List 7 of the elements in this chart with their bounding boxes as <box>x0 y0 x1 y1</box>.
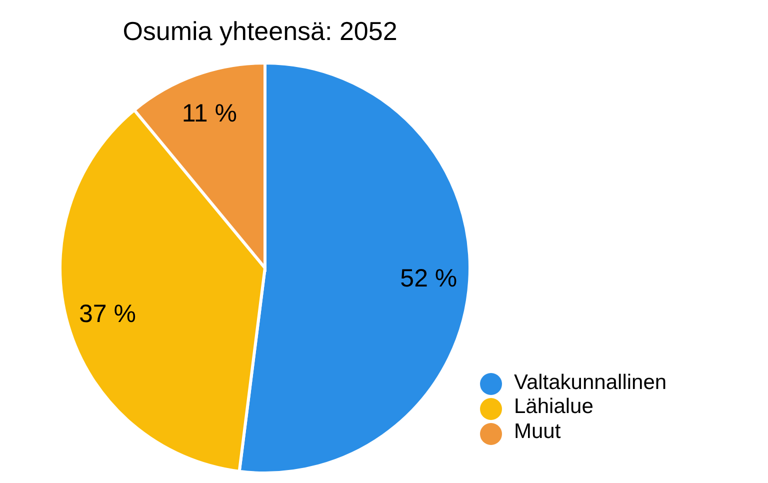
data-label: 37 % <box>79 300 136 328</box>
chart-title: Osumia yhteensä: 2052 <box>122 16 398 47</box>
legend-label: Valtakunnallinen <box>514 370 667 394</box>
legend-label: Muut <box>514 420 561 444</box>
data-label: 11 % <box>182 100 238 128</box>
legend-label: Lähialue <box>514 395 594 418</box>
data-label: 52 % <box>400 264 458 292</box>
